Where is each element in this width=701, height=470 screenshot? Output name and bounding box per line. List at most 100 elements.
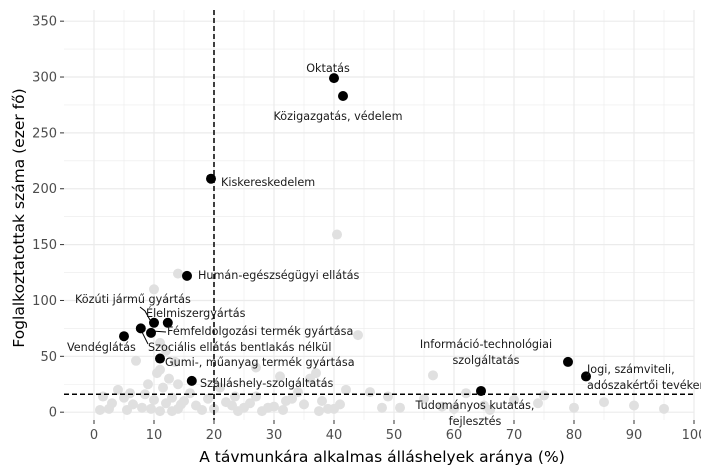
background-point xyxy=(275,371,285,382)
background-point xyxy=(353,330,363,341)
x-tick-label: 100 xyxy=(682,428,701,443)
label-leader-line xyxy=(151,330,167,333)
highlight-point xyxy=(186,375,197,386)
background-point xyxy=(341,384,351,395)
background-point xyxy=(314,406,324,417)
y-tick-label: 250 xyxy=(32,126,57,141)
x-axis-ticks: 0 10 20 30 40 50 60 70 80 90 100 xyxy=(90,420,701,443)
background-point xyxy=(539,390,549,401)
background-point xyxy=(311,368,321,379)
x-tick-label: 50 xyxy=(386,428,403,443)
reference-lines xyxy=(64,10,694,420)
x-tick-label: 70 xyxy=(506,428,523,443)
y-tick-label: 100 xyxy=(32,294,57,309)
background-point xyxy=(128,399,138,410)
highlight-point xyxy=(182,270,192,281)
x-tick-label: 0 xyxy=(90,428,98,443)
y-axis-ticks: 0 50 100 150 200 250 300 350 xyxy=(32,15,64,421)
background-point xyxy=(170,356,180,367)
x-tick-label: 90 xyxy=(626,428,643,443)
point-label: Jogi, számviteli, xyxy=(586,363,675,376)
highlight-point xyxy=(338,91,348,102)
point-label: Tudományos kutatás, xyxy=(415,399,535,412)
label-leader-line xyxy=(139,306,151,321)
point-label: Fémfeldolgozási termék gyártása xyxy=(167,325,353,338)
point-label: Információ-technológiai xyxy=(420,338,552,351)
background-point xyxy=(428,370,438,381)
background-point xyxy=(167,392,177,403)
background-point xyxy=(143,379,153,390)
y-tick-label: 300 xyxy=(32,71,57,86)
background-point xyxy=(437,401,447,412)
point-label: Vendéglátás xyxy=(67,341,136,354)
background-point xyxy=(599,397,609,408)
background-point xyxy=(287,393,297,404)
background-point xyxy=(251,391,261,402)
point-label: Élelmiszergyártás xyxy=(146,307,246,320)
background-point xyxy=(125,388,135,399)
highlight-point xyxy=(329,73,339,84)
point-label: Kiskereskedelem xyxy=(221,176,315,189)
background-point xyxy=(365,387,375,398)
background-point xyxy=(485,404,495,415)
background-point xyxy=(215,382,225,393)
highlight-point xyxy=(581,371,591,382)
background-point xyxy=(197,404,207,415)
background-point xyxy=(332,229,342,240)
background-point xyxy=(335,399,345,410)
background-point xyxy=(278,404,288,415)
background-point xyxy=(158,382,168,393)
background-point xyxy=(164,373,174,384)
x-tick-label: 30 xyxy=(266,428,283,443)
background-point xyxy=(161,345,171,356)
background-point xyxy=(173,268,183,279)
highlight-point xyxy=(146,327,156,338)
background-point xyxy=(383,391,393,402)
background-point xyxy=(449,403,459,414)
background-point xyxy=(569,402,579,413)
highlight-point xyxy=(476,385,486,396)
background-point xyxy=(209,403,219,414)
y-tick-label: 350 xyxy=(32,15,57,30)
x-tick-label: 60 xyxy=(446,428,463,443)
background-point xyxy=(245,398,255,409)
background-point xyxy=(149,284,159,295)
background-point xyxy=(179,396,189,407)
highlight-point xyxy=(149,317,159,328)
background-point xyxy=(299,399,309,410)
background-point xyxy=(155,406,165,417)
background-point xyxy=(230,391,240,402)
background-point xyxy=(149,394,159,405)
grid-lines xyxy=(64,10,695,420)
y-axis-title: Foglalkoztatottak száma (ezer fő) xyxy=(10,88,28,347)
background-point xyxy=(251,362,261,373)
background-point xyxy=(185,388,195,399)
label-leader-line xyxy=(140,329,149,345)
background-point xyxy=(533,398,543,409)
background-point xyxy=(155,337,165,348)
point-label: adószakértői tevékenység xyxy=(587,379,701,392)
point-label: Oktatás xyxy=(306,62,350,75)
highlight-point xyxy=(135,323,146,334)
background-point xyxy=(629,400,639,411)
background-point xyxy=(317,396,327,407)
point-label: szolgáltatás xyxy=(452,354,519,367)
point-label: Humán-egészségügyi ellátás xyxy=(198,269,359,282)
background-point xyxy=(137,402,147,413)
point-label: Közúti jármű gyártás xyxy=(75,293,191,306)
background-point xyxy=(131,355,141,366)
highlighted-points: Oktatás Közigazgatás, védelem Kiskereskede… xyxy=(67,62,701,428)
background-point xyxy=(173,379,183,390)
highlight-point xyxy=(119,331,129,342)
background-point xyxy=(509,394,519,405)
background-point xyxy=(113,384,123,395)
highlight-point xyxy=(155,353,165,364)
background-point xyxy=(95,404,105,415)
background-point xyxy=(146,403,156,414)
background-point xyxy=(98,391,108,402)
background-point xyxy=(107,398,117,409)
background-point xyxy=(269,401,279,412)
point-label: Közigazgatás, védelem xyxy=(274,110,403,123)
background-point xyxy=(203,393,213,404)
